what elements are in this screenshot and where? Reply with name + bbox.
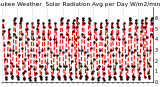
Title: Milwaukee Weather  Solar Radiation Avg per Day W/m2/minute: Milwaukee Weather Solar Radiation Avg pe… (0, 2, 160, 7)
